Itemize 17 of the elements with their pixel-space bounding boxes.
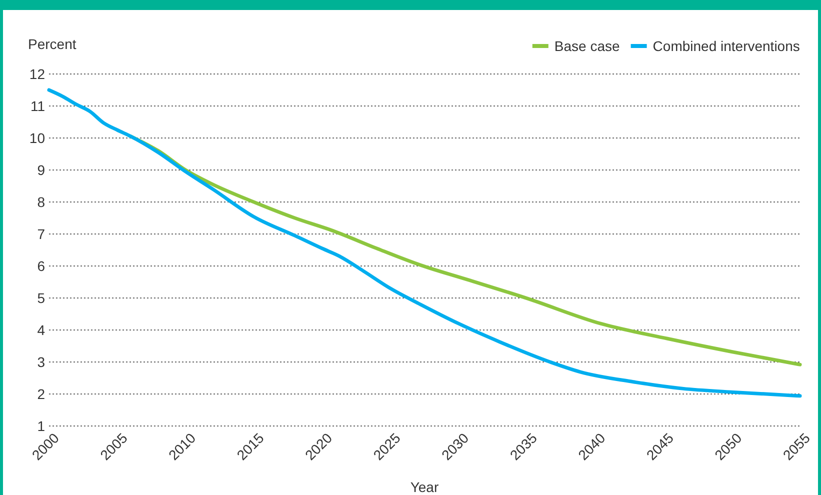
legend-label: Base case: [554, 38, 620, 54]
y-tick-label: 7: [37, 226, 46, 242]
y-tick-label: 5: [37, 290, 46, 306]
y-tick-label: 1: [37, 418, 46, 434]
x-axis-title: Year: [410, 479, 439, 495]
y-tick-label: 8: [37, 194, 46, 210]
y-tick-label: 4: [37, 322, 46, 338]
y-tick-label: 11: [30, 98, 46, 114]
y-tick-label: 3: [37, 354, 46, 370]
y-tick-label: 2: [37, 386, 46, 402]
y-tick-label: 10: [29, 130, 46, 146]
line-series: [47, 88, 802, 398]
y-tick-label: 12: [29, 66, 46, 82]
y-tick-label: 6: [37, 258, 46, 274]
legend-label: Combined interventions: [652, 38, 800, 54]
y-axis-title: Percent: [28, 36, 76, 52]
y-tick-label: 9: [37, 162, 46, 178]
